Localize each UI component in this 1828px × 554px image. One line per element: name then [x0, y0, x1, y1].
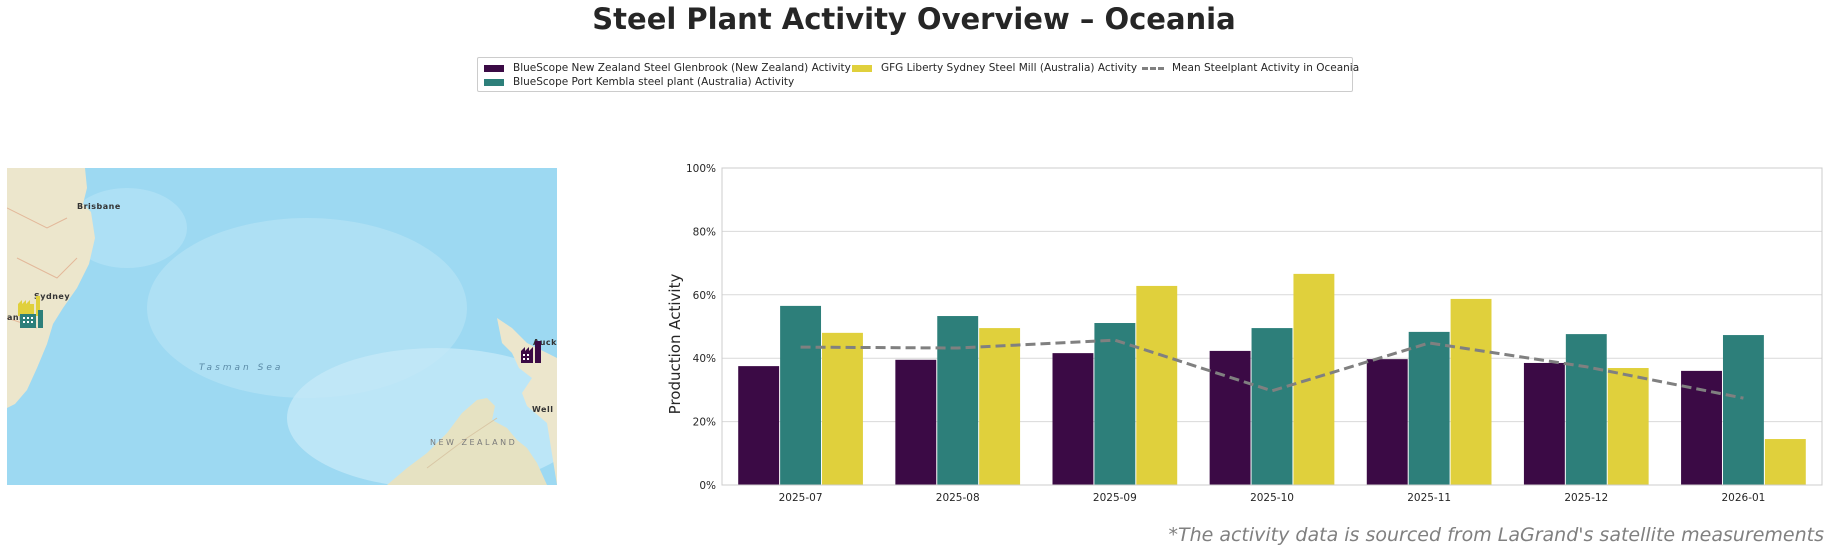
y-tick-label: 60% [693, 290, 716, 302]
x-tick-label: 2025-07 [779, 492, 823, 504]
map-basemap [7, 168, 557, 485]
legend-item-liberty-sydney: GFG Liberty Sydney Steel Mill (Australia… [852, 62, 1137, 74]
bar [1251, 328, 1293, 485]
y-tick-label: 20% [693, 417, 716, 429]
bar [895, 359, 937, 485]
chart-axes: 0% 20% 40% 60% 80% 100% 2025-07 2025-08 2025-09 2… [686, 163, 1823, 504]
x-tick-label: 2025-08 [936, 492, 980, 504]
legend-item-port-kembla: BlueScope Port Kembla steel plant (Austr… [484, 76, 794, 88]
bar [937, 316, 979, 485]
bar [1408, 331, 1450, 485]
y-tick-label: 80% [693, 226, 716, 238]
map-label-auckland: Auck [533, 338, 557, 347]
legend-label: Mean Steelplant Activity in Oceania [1172, 62, 1360, 74]
bar [1523, 362, 1565, 485]
bar [738, 366, 780, 485]
y-tick-label: 0% [699, 480, 716, 492]
legend-item-glenbrook: BlueScope New Zealand Steel Glenbrook (N… [484, 62, 851, 74]
y-tick-label: 100% [686, 163, 716, 175]
bar [780, 305, 822, 485]
chart-mean-line [800, 338, 1744, 400]
bar [1764, 439, 1806, 485]
x-tick-label: 2025-12 [1564, 492, 1608, 504]
legend-label: BlueScope New Zealand Steel Glenbrook (N… [513, 62, 851, 74]
x-tick-label: 2025-09 [1093, 492, 1137, 504]
y-axis-label: Production Activity [666, 274, 684, 415]
map-label-brisbane: Brisbane [77, 202, 121, 211]
x-tick-label: 2025-10 [1250, 492, 1294, 504]
bar [979, 328, 1021, 485]
bar [1607, 368, 1649, 485]
mean-line [800, 338, 1744, 400]
bar [1366, 359, 1408, 485]
map-label-wellington: Well [532, 405, 554, 414]
chart-bars [738, 273, 1806, 485]
legend-dash-mean [1142, 66, 1164, 70]
map-label-new-zealand: NEW ZEALAND [430, 438, 518, 447]
legend-swatch-glenbrook [484, 64, 504, 72]
bar [822, 332, 863, 485]
bar [1094, 323, 1136, 485]
x-tick-label: 2025-11 [1407, 492, 1451, 504]
factory-icon[interactable] [20, 310, 46, 328]
bar [1722, 335, 1764, 485]
bar [1565, 334, 1607, 485]
footnote: *The activity data is sourced from LaGra… [1168, 524, 1824, 546]
bar [1450, 298, 1492, 485]
legend-swatch-port-kembla [484, 78, 504, 86]
legend-swatch-liberty-sydney [852, 64, 872, 72]
bar [1052, 353, 1094, 485]
oceania-map[interactable]: Brisbane Sydney anb Auck Well Tasman Sea… [7, 168, 557, 485]
bar [1293, 273, 1335, 485]
y-tick-label: 40% [693, 353, 716, 365]
factory-icon[interactable] [18, 296, 44, 316]
bar [1136, 285, 1178, 485]
legend-label: GFG Liberty Sydney Steel Mill (Australia… [881, 62, 1138, 74]
legend-item-mean: Mean Steelplant Activity in Oceania [1142, 62, 1359, 74]
x-tick-label: 2026-01 [1721, 492, 1765, 504]
map-label-canberra: anb [7, 313, 26, 322]
bar [1209, 350, 1251, 485]
activity-bar-chart: 0% 20% 40% 60% 80% 100% 2025-07 2025-08 2025-09 2… [666, 163, 1823, 504]
page-title: Steel Plant Activity Overview – Oceania [592, 2, 1236, 36]
legend-label: BlueScope Port Kembla steel plant (Austr… [513, 76, 795, 88]
map-label-tasman-sea: Tasman Sea [199, 363, 284, 373]
factory-icon[interactable] [521, 341, 545, 363]
chart-legend: BlueScope New Zealand Steel Glenbrook (N… [477, 57, 1359, 92]
plot-frame [721, 167, 1823, 486]
map-label-sydney: Sydney [34, 292, 71, 301]
